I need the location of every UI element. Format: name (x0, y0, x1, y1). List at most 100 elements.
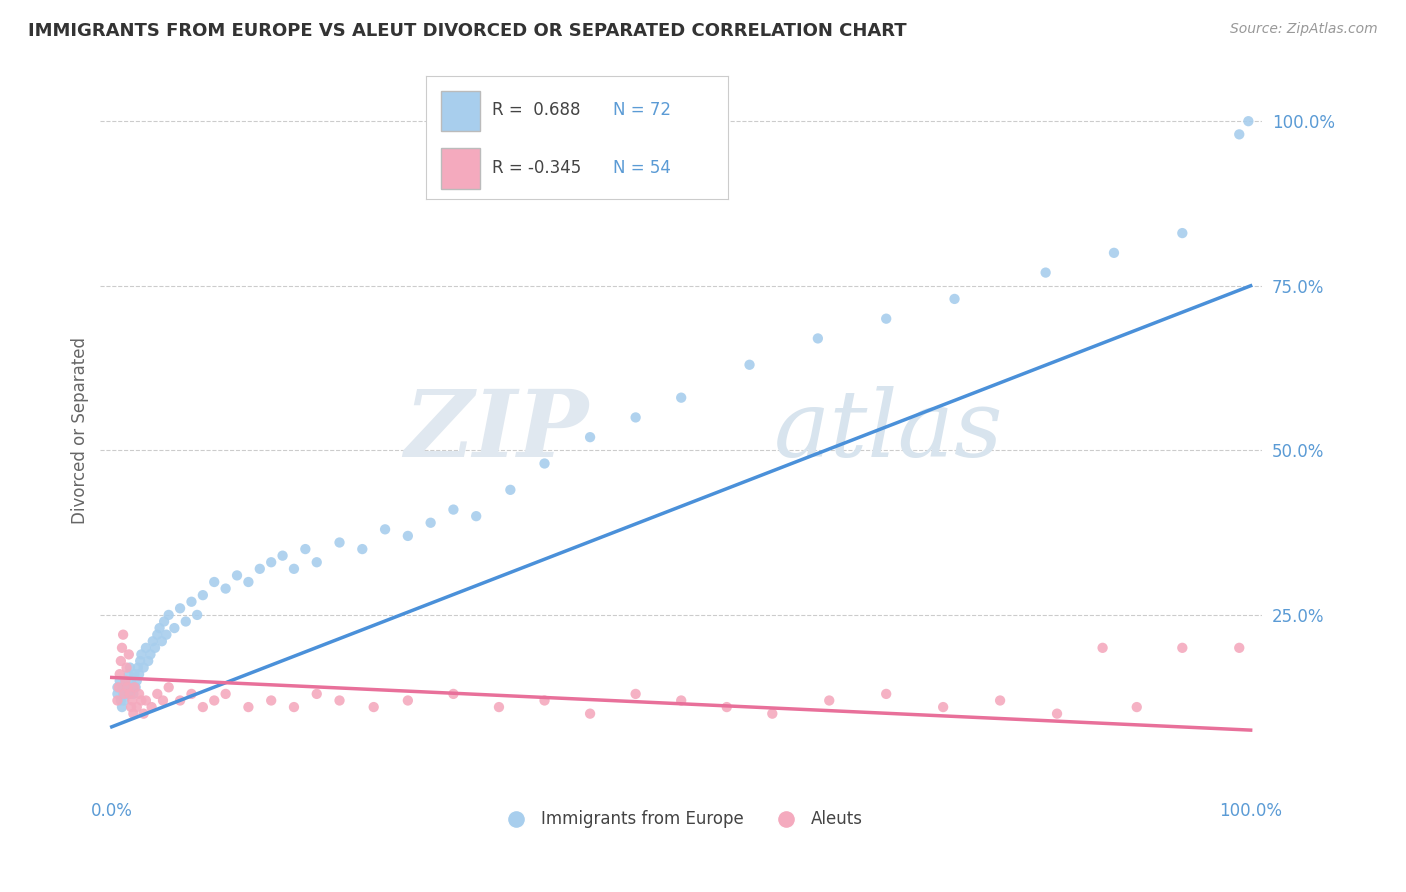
Point (352, 542, 374, 557)
Point (932, 700, 955, 714)
Point (305, 687, 328, 701)
Point (624, 410, 647, 425)
Point (875, 687, 897, 701)
Point (141, 700, 163, 714)
Point (396, 529, 419, 543)
Point (499, 483, 522, 497)
Point (305, 555, 328, 569)
Point (155, 628, 177, 642)
Point (191, 588, 214, 602)
Point (118, 667, 141, 681)
Point (533, 693, 555, 707)
Point (363, 700, 385, 714)
Point (128, 687, 150, 701)
Point (283, 562, 305, 576)
Point (118, 687, 141, 701)
Point (115, 660, 138, 674)
Point (294, 542, 316, 557)
Point (117, 681, 139, 695)
Point (1171, 640, 1194, 655)
Point (108, 667, 131, 681)
Point (202, 693, 225, 707)
Point (174, 615, 197, 629)
Point (115, 681, 138, 695)
Point (121, 693, 143, 707)
Point (202, 574, 225, 589)
Point (579, 706, 602, 721)
Text: IMMIGRANTS FROM EUROPE VS ALEUT DIVORCED OR SEPARATED CORRELATION CHART: IMMIGRANTS FROM EUROPE VS ALEUT DIVORCED… (28, 22, 907, 40)
Point (465, 509, 488, 524)
Point (112, 681, 135, 695)
Point (146, 687, 169, 701)
Point (180, 687, 202, 701)
Point (112, 687, 135, 701)
Text: ZIP: ZIP (404, 385, 588, 475)
Point (214, 687, 236, 701)
Point (157, 607, 180, 622)
Point (271, 549, 294, 563)
Point (110, 693, 132, 707)
Point (669, 693, 692, 707)
Point (180, 595, 202, 609)
Point (107, 687, 129, 701)
Point (107, 681, 129, 695)
Point (117, 687, 139, 701)
Point (1046, 706, 1069, 721)
Y-axis label: Divorced or Separated: Divorced or Separated (72, 337, 89, 524)
Point (1126, 700, 1149, 714)
Point (118, 648, 141, 662)
Point (441, 687, 464, 701)
Point (396, 693, 419, 707)
Point (124, 681, 146, 695)
Point (108, 673, 131, 688)
Point (124, 667, 146, 681)
Point (136, 654, 159, 668)
Point (328, 693, 350, 707)
Point (669, 391, 692, 405)
Point (122, 706, 145, 721)
Point (131, 693, 153, 707)
Point (238, 574, 260, 589)
Point (111, 700, 134, 714)
Point (114, 673, 136, 688)
Point (328, 535, 350, 549)
Point (152, 693, 174, 707)
Point (132, 706, 155, 721)
Point (107, 681, 129, 695)
Point (1237, 114, 1260, 128)
Point (120, 700, 142, 714)
Point (125, 673, 148, 688)
Point (107, 693, 129, 707)
Point (135, 640, 157, 655)
Point (112, 693, 135, 707)
Point (488, 700, 510, 714)
Point (163, 621, 186, 635)
Point (818, 693, 841, 707)
Point (146, 628, 169, 642)
Point (153, 615, 176, 629)
Point (738, 358, 761, 372)
Point (191, 700, 214, 714)
Point (716, 700, 738, 714)
Point (186, 607, 208, 622)
Point (131, 648, 153, 662)
Point (118, 660, 141, 674)
Point (441, 502, 464, 516)
Point (169, 693, 191, 707)
Point (169, 601, 191, 615)
Point (148, 621, 170, 635)
Point (132, 660, 155, 674)
Point (114, 673, 136, 688)
Point (1102, 245, 1125, 260)
Point (1171, 226, 1194, 240)
Point (135, 693, 157, 707)
Point (1091, 640, 1114, 655)
Point (238, 700, 260, 714)
Point (120, 673, 142, 688)
Point (1227, 640, 1250, 655)
Point (533, 457, 555, 471)
Point (125, 700, 148, 714)
Point (127, 660, 149, 674)
Point (624, 687, 647, 701)
Point (1227, 128, 1250, 142)
